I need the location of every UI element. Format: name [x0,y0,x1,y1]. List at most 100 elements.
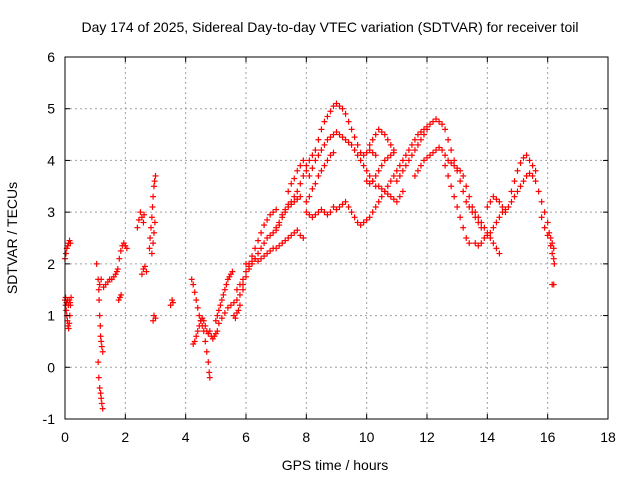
data-point [306,211,313,218]
data-point [315,172,322,179]
data-point [297,232,304,239]
data-point [294,196,301,203]
y-tick-label: 1 [47,308,55,324]
data-point [147,235,154,241]
data-point [351,134,358,141]
data-point [499,203,506,210]
gridlines [65,57,608,419]
y-tick-label: 4 [47,152,55,168]
data-point [300,157,307,164]
data-point [526,157,533,164]
data-point [414,167,421,174]
data-point [369,178,376,185]
data-point [402,152,409,159]
data-point [345,139,352,146]
x-tick-label: 4 [182,429,190,445]
data-point [264,250,271,257]
data-point [378,185,385,192]
data-point [261,222,268,229]
data-point [255,250,262,257]
data-point [369,136,376,143]
data-point [327,152,334,159]
data-point [239,286,246,293]
data-point [276,242,283,249]
data-point [436,118,443,125]
data-point [214,328,221,335]
data-point [246,263,253,270]
data-point [235,307,242,314]
plot-area-frame [64,56,609,420]
data-point [169,299,176,306]
data-point [62,250,69,257]
data-point [330,203,337,210]
data-point [514,188,521,195]
data-point [95,374,102,381]
data-point [202,322,209,329]
data-point [188,276,195,283]
data-point [387,193,394,200]
data-point [291,193,298,200]
data-point [206,369,213,376]
data-point [424,123,430,130]
x-tick-label: 0 [61,429,69,445]
data-point [96,384,103,391]
data-point [318,147,325,154]
data-point [387,152,394,159]
data-point [215,320,222,327]
data-point [393,167,400,174]
data-point [457,214,464,221]
data-point [236,302,243,309]
data-point [66,320,73,327]
data-point [396,162,403,169]
data-point [342,110,349,117]
data-point [150,240,157,247]
x-axis-label: GPS time / hours [282,457,389,473]
data-point [417,136,424,143]
data-point [333,128,340,135]
data-point [532,178,539,185]
data-point [339,105,346,112]
data-point [141,211,148,218]
data-point [194,328,201,335]
data-point [95,286,102,293]
data-point [196,312,203,319]
data-point [457,167,464,174]
data-point [146,245,153,252]
data-point [205,359,212,366]
data-point [273,245,280,252]
data-point [514,167,521,174]
data-point [484,229,491,236]
data-point [236,281,243,288]
data-point [297,193,304,200]
data-point [360,162,367,169]
data-point [96,281,103,288]
data-point [95,359,102,366]
data-point [535,188,542,195]
data-point [475,214,482,221]
data-point [143,268,150,275]
data-point [439,147,446,154]
data-point [360,219,367,226]
data-point [372,172,379,179]
data-point [267,211,274,218]
data-point [149,203,156,210]
data-point [387,178,394,185]
data-point [267,232,274,239]
data-point [318,206,325,213]
data-point [487,235,494,241]
data-point [378,193,385,200]
data-point [297,162,304,169]
data-point [366,172,373,179]
data-point [549,250,556,257]
data-point [363,149,370,156]
data-point [547,242,554,249]
data-point [454,165,461,172]
data-point [330,103,337,110]
data-point [550,281,557,288]
y-tick-label: 5 [47,101,55,117]
data-point [369,209,376,216]
data-point [342,198,349,205]
data-point [233,297,240,304]
data-point [264,216,271,223]
data-point [532,167,539,174]
